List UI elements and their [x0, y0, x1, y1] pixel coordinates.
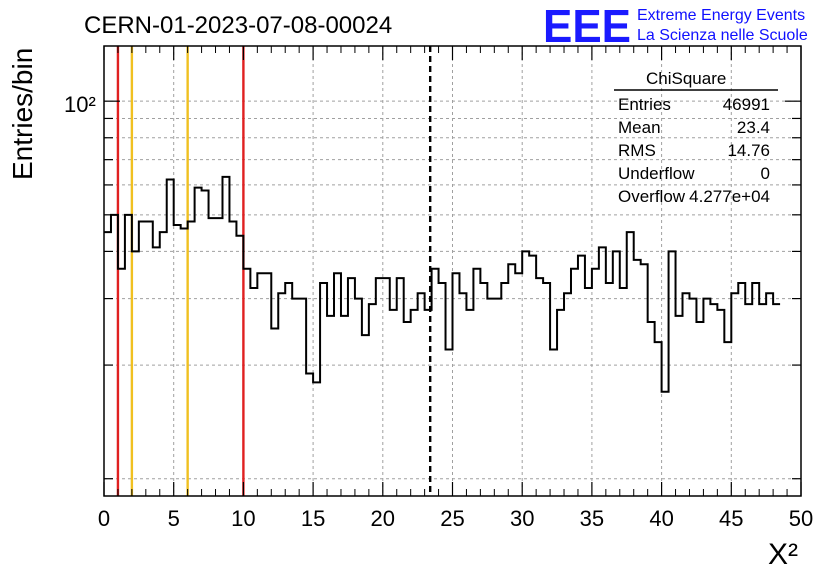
x-tick-label: 35 — [580, 506, 604, 531]
grid-lines — [104, 46, 801, 496]
stats-title: ChiSquare — [646, 69, 726, 88]
x-tick-label: 15 — [301, 506, 325, 531]
y-axis-title: Entries/bin — [7, 48, 38, 180]
stats-value-rms: 14.76 — [727, 141, 770, 160]
stats-label-entries: Entries — [618, 95, 671, 114]
histogram-series — [104, 175, 781, 393]
eee-logo-mark: EEE — [543, 0, 631, 52]
stats-label-mean: Mean — [618, 118, 661, 137]
marker-lines — [116, 46, 432, 496]
axis-ticks: 0 5 10 15 20 25 30 35 40 45 50 — [98, 46, 813, 531]
logo-line-2: La Scienza nelle Scuole — [637, 27, 808, 44]
x-tick-label: 0 — [98, 506, 110, 531]
x-tick-label: 30 — [510, 506, 534, 531]
run-title: CERN-01-2023-07-08-00024 — [84, 12, 392, 39]
stats-value-entries: 46991 — [723, 95, 770, 114]
stats-label-underflow: Underflow — [618, 164, 695, 183]
x-tick-label: 25 — [440, 506, 464, 531]
stats-label-overflow: Overflow — [618, 187, 686, 206]
x-tick-label: 40 — [649, 506, 673, 531]
stats-box: ChiSquare Entries 46991 Mean 23.4 RMS 14… — [614, 69, 778, 206]
stats-value-overflow: 4.277e+04 — [689, 187, 770, 206]
y-tick-label: 10² — [64, 92, 96, 117]
logo-line-1: Extreme Energy Events — [637, 7, 805, 24]
stats-value-mean: 23.4 — [737, 118, 770, 137]
stats-value-underflow: 0 — [761, 164, 770, 183]
x-tick-label: 10 — [231, 506, 255, 531]
x-tick-label: 5 — [168, 506, 180, 531]
stats-label-rms: RMS — [618, 141, 656, 160]
x-tick-label: 45 — [719, 506, 743, 531]
x-axis-title: X² — [768, 538, 798, 571]
x-tick-label: 50 — [789, 506, 813, 531]
x-tick-label: 20 — [371, 506, 395, 531]
